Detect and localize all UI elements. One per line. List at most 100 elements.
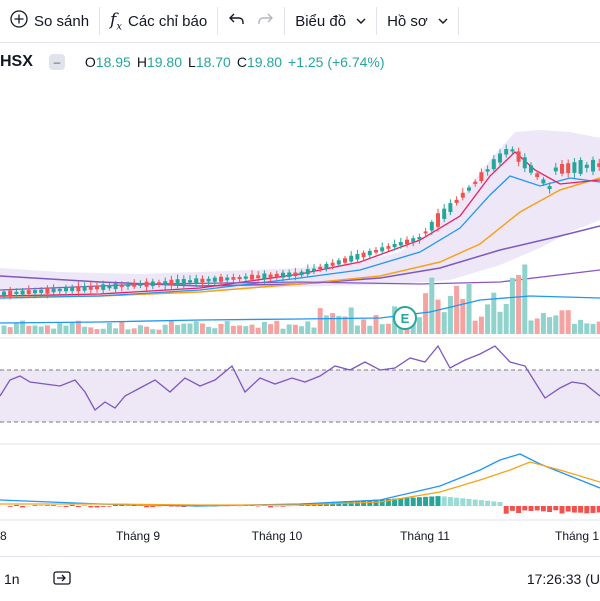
candle-body bbox=[188, 280, 192, 282]
volume-bar bbox=[256, 328, 261, 334]
chart-type-label: Biểu đồ bbox=[295, 13, 346, 30]
bottom-toolbar: 1n 17:26:33 (U bbox=[0, 556, 600, 601]
macd-bar bbox=[14, 505, 19, 506]
volume-bar bbox=[243, 326, 248, 334]
candle-body bbox=[120, 285, 124, 287]
volume-bar bbox=[113, 328, 118, 334]
replay-icon bbox=[52, 569, 72, 587]
macd-bar bbox=[535, 506, 540, 510]
candle-body bbox=[492, 159, 496, 169]
volume-bar bbox=[473, 321, 478, 334]
candle-body bbox=[219, 277, 223, 282]
candle-body bbox=[324, 264, 328, 268]
candle-body bbox=[200, 279, 204, 282]
candle-body bbox=[306, 269, 310, 274]
volume-bar bbox=[119, 322, 124, 334]
volume-bar bbox=[442, 312, 447, 334]
macd-bar bbox=[541, 506, 546, 511]
candle-body bbox=[300, 272, 304, 276]
candle-body bbox=[70, 287, 74, 291]
candle-body bbox=[529, 165, 533, 172]
volume-bar bbox=[436, 300, 441, 334]
x-axis-label: Tháng 1 bbox=[555, 529, 599, 543]
macd-bar bbox=[417, 497, 422, 506]
undo-button[interactable] bbox=[218, 0, 256, 42]
close-key: C bbox=[237, 54, 247, 70]
candle-body bbox=[39, 290, 43, 293]
candle-body bbox=[566, 163, 570, 173]
toolbar-divider bbox=[458, 7, 459, 35]
candle-body bbox=[355, 254, 359, 259]
candle-body bbox=[132, 283, 136, 286]
volume-bar bbox=[504, 304, 509, 334]
volume-bar bbox=[312, 328, 317, 334]
volume-bar bbox=[361, 319, 366, 334]
chevron-down-icon bbox=[356, 15, 366, 27]
candle-body bbox=[343, 258, 347, 262]
candle-body bbox=[467, 187, 471, 190]
volume-bar bbox=[138, 325, 143, 334]
macd-bar bbox=[144, 506, 149, 507]
macd-signal-line bbox=[0, 462, 600, 505]
macd-bar bbox=[436, 496, 441, 506]
volume-bar bbox=[274, 321, 279, 334]
volume-bar bbox=[262, 322, 267, 334]
redo-button[interactable] bbox=[256, 0, 284, 42]
volume-bar bbox=[522, 265, 527, 334]
volume-bar bbox=[88, 327, 93, 334]
volume-bar bbox=[510, 278, 515, 334]
candle-body bbox=[442, 209, 446, 219]
candle-body bbox=[504, 149, 508, 155]
low-key: L bbox=[188, 54, 196, 70]
candle-body bbox=[281, 273, 285, 278]
volume-bar bbox=[33, 326, 38, 334]
replay-button[interactable] bbox=[52, 569, 72, 590]
candle-body bbox=[312, 269, 316, 271]
macd-bar bbox=[529, 506, 534, 511]
indicators-button[interactable]: fx Các chỉ báo bbox=[100, 0, 217, 42]
candle-body bbox=[436, 213, 440, 227]
macd-bar bbox=[429, 496, 434, 506]
volume-bar bbox=[541, 313, 546, 334]
candle-body bbox=[554, 168, 558, 172]
volume-bar bbox=[14, 323, 19, 334]
x-axis-label: Tháng 11 bbox=[400, 529, 450, 543]
plus-circle-icon bbox=[10, 10, 28, 32]
macd-bar bbox=[70, 505, 75, 506]
macd-bar bbox=[442, 496, 447, 506]
volume-bar bbox=[219, 324, 224, 334]
candle-body bbox=[8, 291, 12, 297]
clock-time[interactable]: 17:26:33 (U bbox=[527, 571, 600, 587]
collapse-legend-button[interactable]: – bbox=[49, 54, 65, 70]
candle-body bbox=[579, 160, 583, 174]
high-value: 19.80 bbox=[147, 54, 182, 70]
macd-bar bbox=[281, 506, 286, 507]
candle-body bbox=[138, 283, 142, 285]
volume-bar bbox=[181, 324, 186, 334]
volume-bar bbox=[560, 310, 565, 334]
candle-body bbox=[548, 186, 552, 189]
volume-bar bbox=[423, 293, 428, 334]
macd-bar bbox=[578, 506, 583, 513]
candle-body bbox=[231, 277, 235, 280]
candle-body bbox=[27, 290, 31, 294]
candle-body bbox=[107, 285, 111, 288]
candle-body bbox=[572, 162, 576, 173]
price-chart[interactable]: E 8 Tháng 9 Tháng 10 Tháng 11 Tháng 1 bbox=[0, 78, 600, 556]
profile-dropdown[interactable]: Hồ sơ bbox=[377, 0, 458, 42]
candle-body bbox=[386, 246, 390, 249]
compare-button[interactable]: So sánh bbox=[0, 0, 99, 42]
close-value: 19.80 bbox=[247, 54, 282, 70]
macd-bar bbox=[448, 497, 453, 506]
macd-bar bbox=[45, 505, 50, 506]
volume-bar bbox=[355, 326, 360, 334]
volume-bar bbox=[2, 326, 7, 334]
x-axis-label: Tháng 10 bbox=[252, 529, 303, 543]
macd-bar bbox=[88, 506, 93, 507]
chart-type-dropdown[interactable]: Biểu đồ bbox=[285, 0, 376, 42]
macd-line bbox=[0, 454, 600, 506]
interval-button[interactable]: 1n bbox=[4, 571, 20, 587]
candle-body bbox=[393, 244, 397, 247]
earnings-marker[interactable]: E bbox=[394, 307, 416, 329]
volume-bar bbox=[8, 327, 13, 334]
